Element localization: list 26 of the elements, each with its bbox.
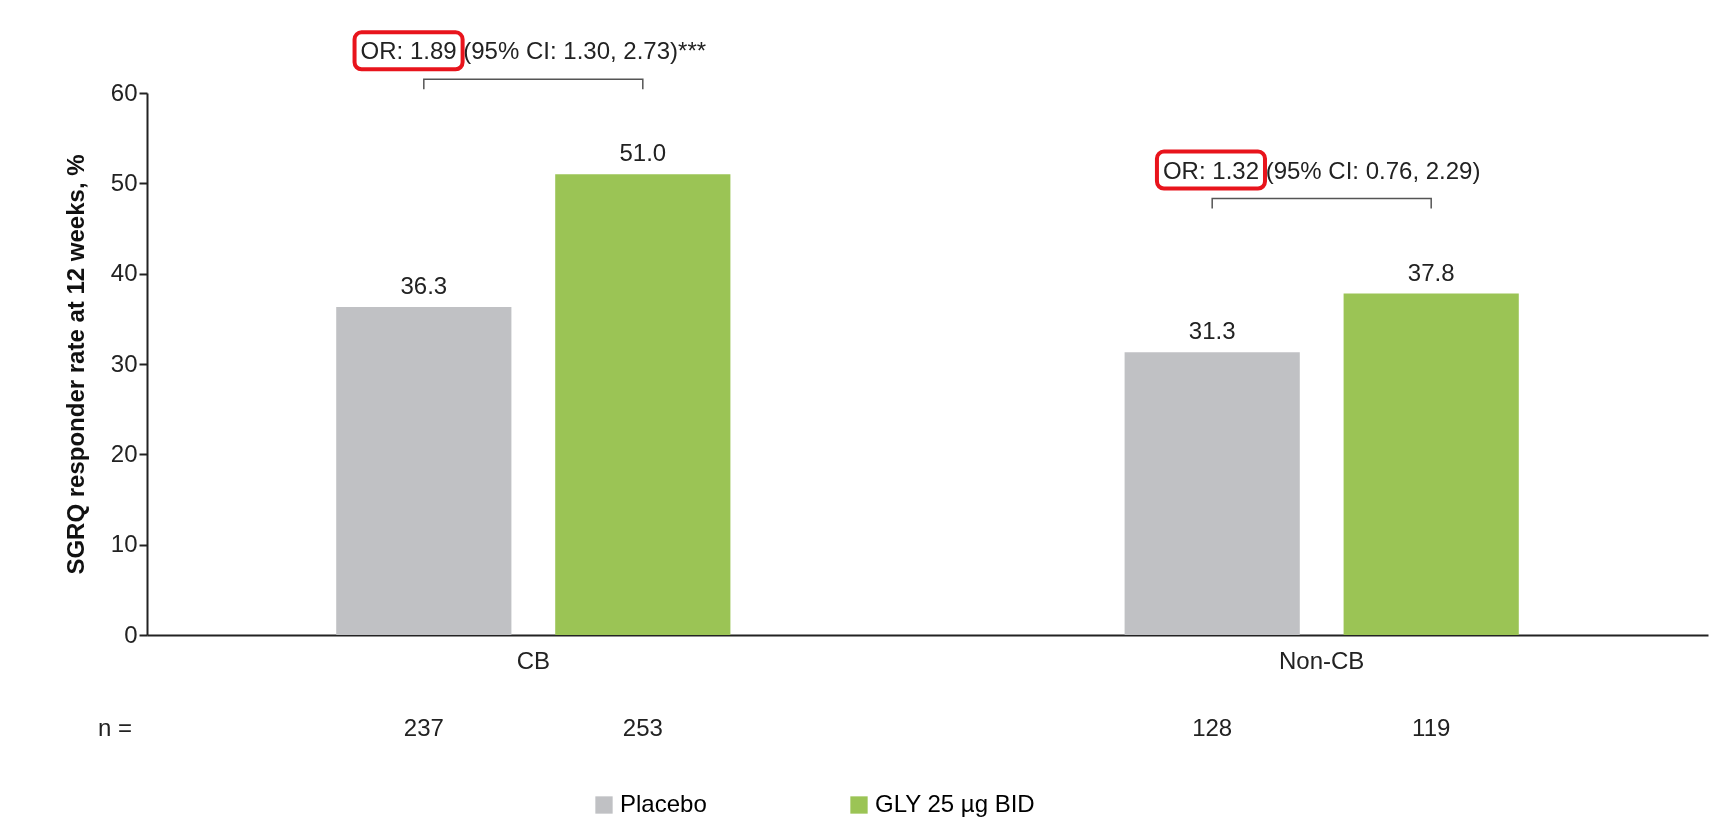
text: 253 bbox=[622, 714, 663, 741]
text: n = bbox=[97, 714, 133, 741]
legend-label: GLY 25 µg BID bbox=[875, 790, 1035, 817]
legend-label: Placebo bbox=[620, 790, 707, 817]
text: 119 bbox=[1412, 714, 1451, 741]
y-tick-label: 20 bbox=[110, 439, 138, 467]
y-tick-label: 40 bbox=[110, 259, 138, 287]
y-tick-label: 10 bbox=[110, 530, 138, 558]
x-tick-label: CB bbox=[516, 646, 550, 674]
text: 51.0 bbox=[619, 139, 667, 167]
x-tick-label: Non-CB bbox=[1279, 646, 1365, 674]
y-tick-label: 0 bbox=[124, 620, 138, 648]
y-tick-label: 60 bbox=[110, 78, 138, 106]
text: 128 bbox=[1192, 714, 1233, 741]
y-tick-label: 50 bbox=[110, 168, 138, 196]
y-axis-title: SGRQ responder rate at 12 weeks, % bbox=[61, 154, 89, 575]
bar bbox=[555, 174, 731, 635]
bar bbox=[1124, 352, 1300, 635]
text: 237 bbox=[403, 714, 444, 741]
y-tick-label: 30 bbox=[110, 349, 138, 377]
annotation: OR: 1.32 (95% CI: 0.76, 2.29) bbox=[1162, 156, 1481, 184]
bar bbox=[336, 307, 512, 635]
text: 36.3 bbox=[400, 272, 448, 300]
text: 37.8 bbox=[1407, 258, 1455, 286]
text: 31.3 bbox=[1188, 317, 1236, 345]
bar bbox=[1343, 293, 1519, 635]
